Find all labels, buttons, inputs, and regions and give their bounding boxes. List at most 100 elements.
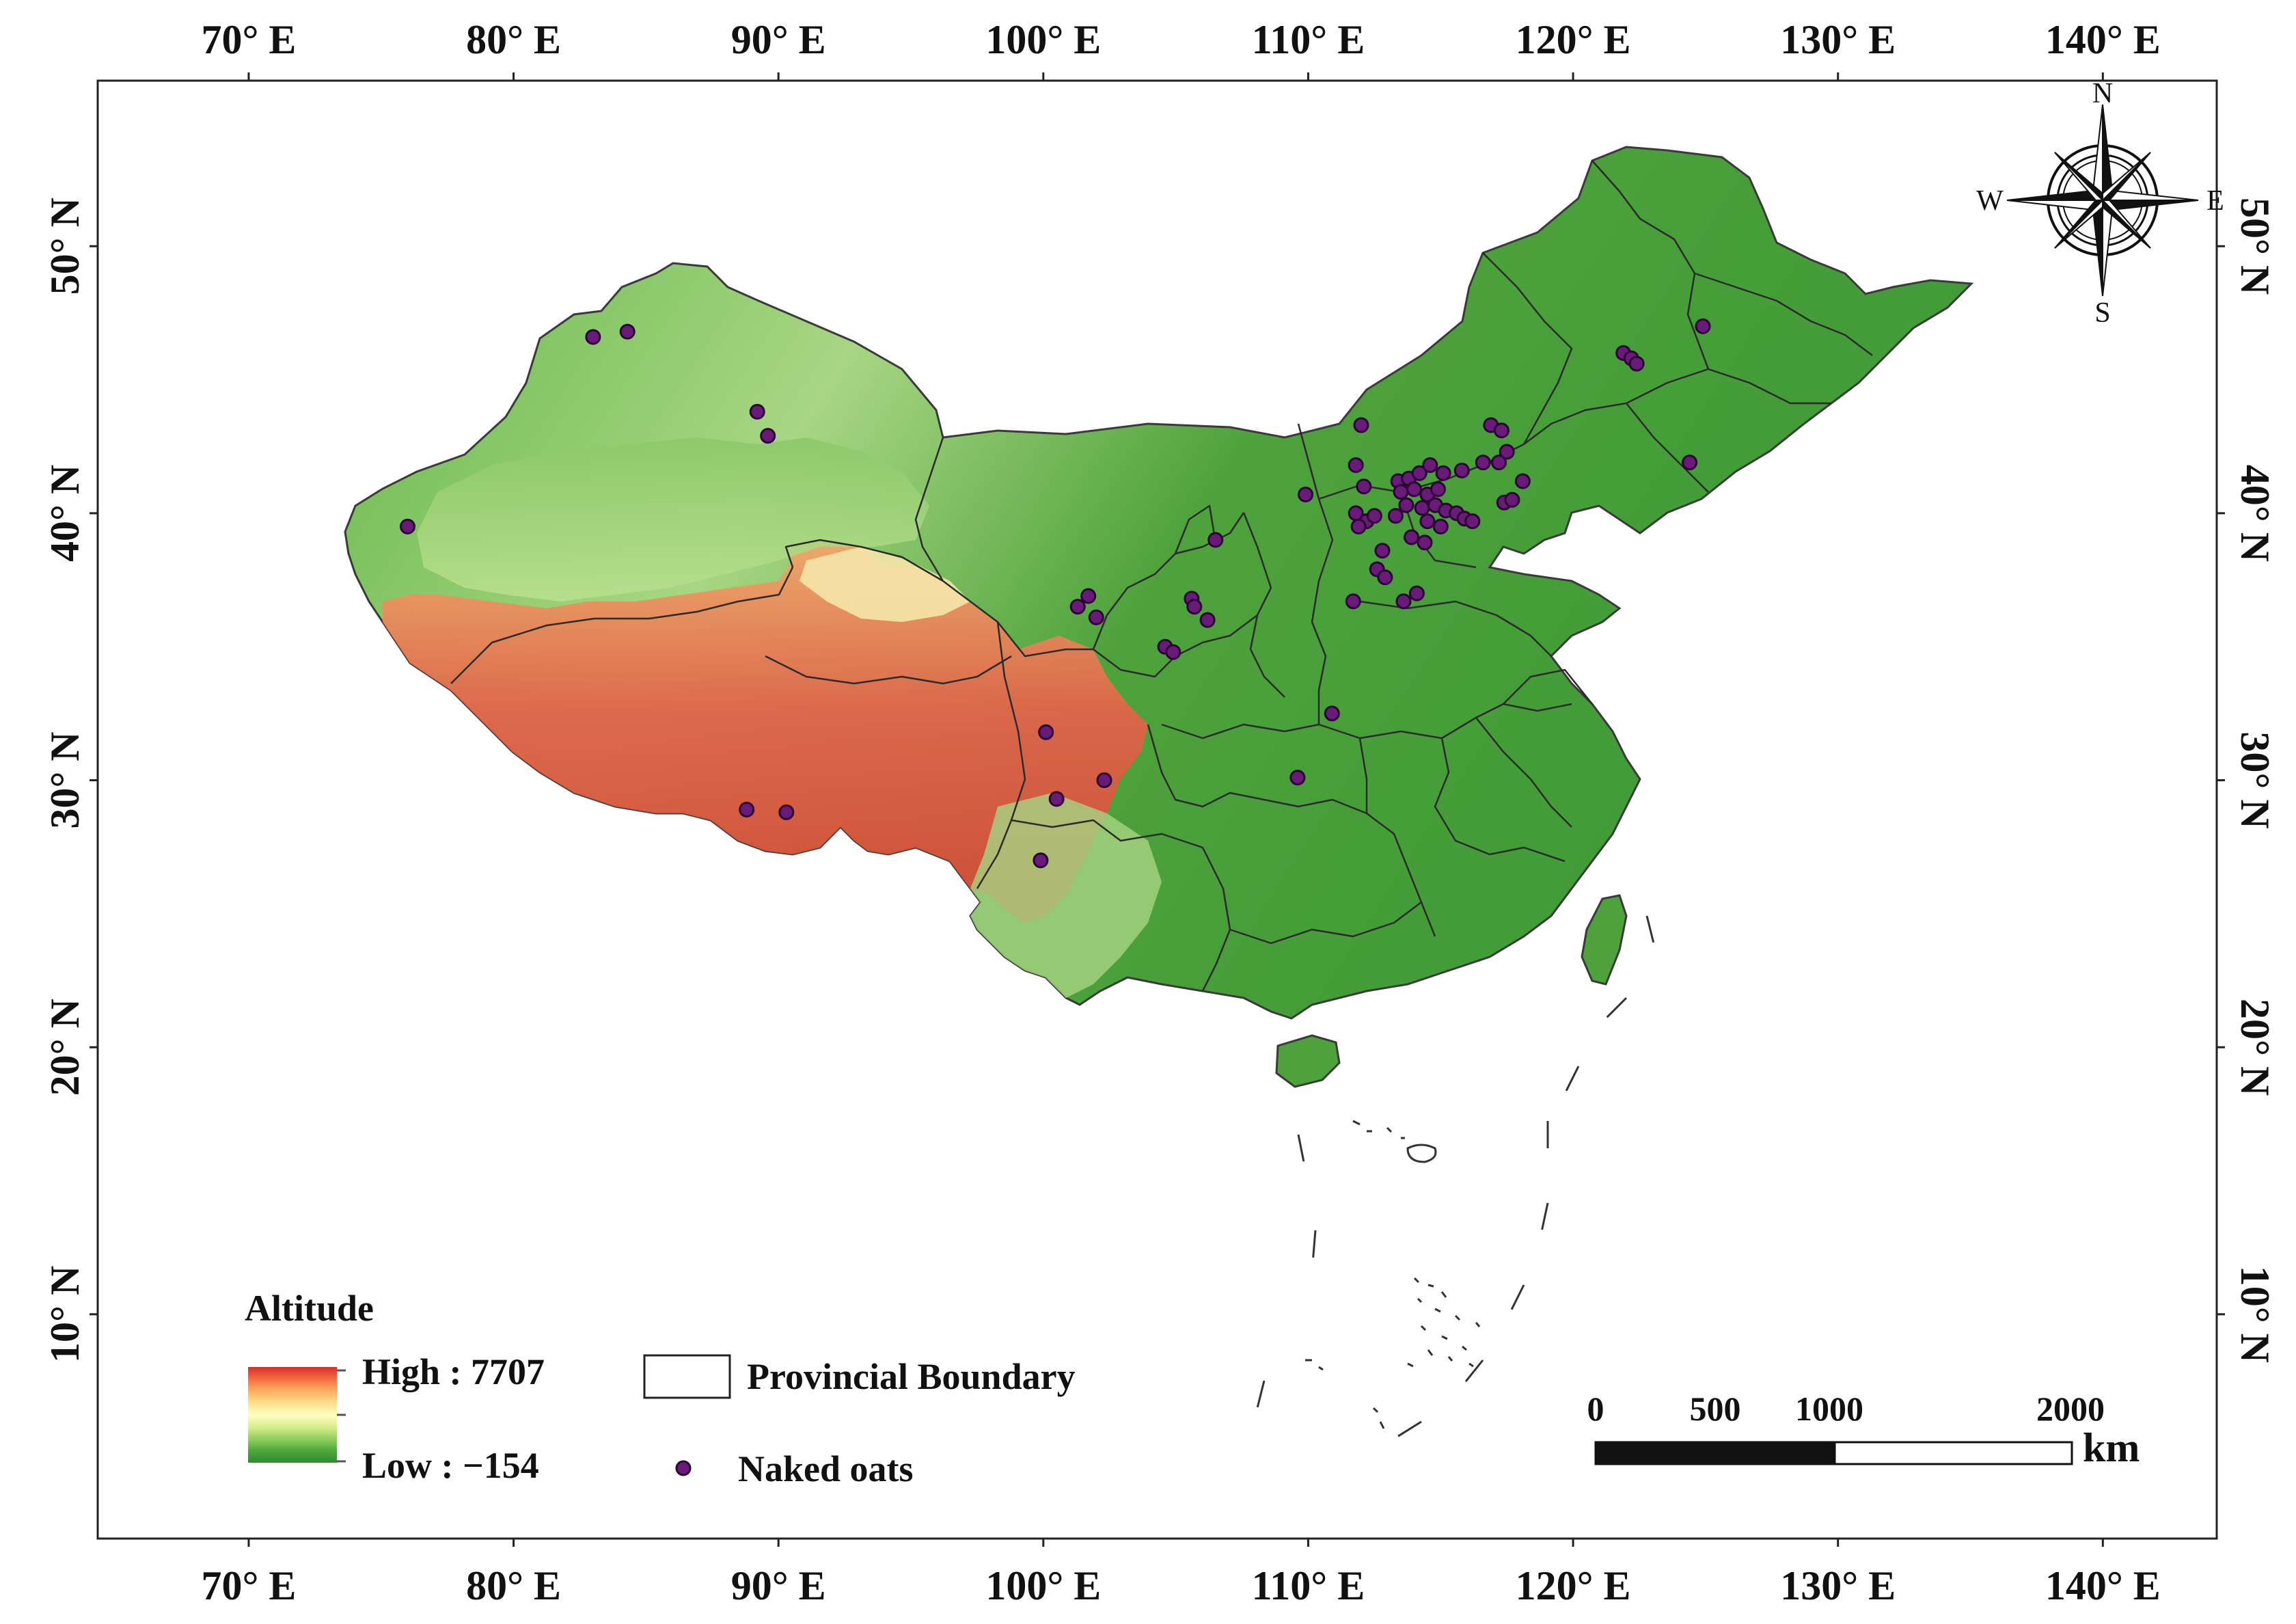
lat-label-left: 30° N <box>42 731 87 828</box>
naked-oats-point <box>1404 529 1420 545</box>
lat-label-right: 10° N <box>2232 1266 2278 1363</box>
naked-oats-point <box>1353 417 1369 433</box>
compass-rose: N S E W <box>1976 78 2224 329</box>
naked-oats-point <box>1422 457 1438 473</box>
naked-oats-point <box>778 804 795 820</box>
naked-oats-point <box>1207 532 1224 548</box>
lat-label-right: 30° N <box>2232 731 2278 828</box>
naked-oats-point <box>1475 455 1491 471</box>
naked-oats-point <box>739 802 755 817</box>
naked-oats-point <box>760 428 776 444</box>
scale-bar-white-segment <box>1833 1441 2073 1465</box>
lon-label-top: 80° E <box>466 17 561 62</box>
naked-oats-point <box>1038 724 1054 740</box>
south-china-sea-islands <box>1256 915 1655 1457</box>
naked-oats-point <box>1366 508 1382 524</box>
lon-label-bottom: 110° E <box>1252 1563 1365 1608</box>
compass-n: N <box>2092 78 2113 109</box>
naked-oats-point <box>1430 481 1446 498</box>
naked-oats-point <box>1628 355 1645 372</box>
compass-w: W <box>1976 185 2004 217</box>
naked-oats-point <box>1374 543 1391 559</box>
point-swatch <box>675 1460 692 1476</box>
lon-label-bottom: 120° E <box>1516 1563 1631 1608</box>
china-landmass <box>344 146 1974 1457</box>
lat-label-left: 20° N <box>42 999 87 1096</box>
lat-label-left: 50° N <box>42 198 87 295</box>
lon-label-bottom: 80° E <box>466 1563 561 1608</box>
legend-boundary-label: Provincial Boundary <box>747 1356 1076 1397</box>
legend-title: Altitude <box>245 1288 374 1329</box>
naked-oats-point <box>1695 318 1711 334</box>
naked-oats-point <box>1356 478 1372 495</box>
lon-label-bottom: 70° E <box>201 1563 296 1608</box>
lat-label-right: 40° N <box>2232 465 2278 562</box>
naked-oats-point <box>1289 770 1306 786</box>
compass-star-icon <box>2006 104 2199 297</box>
naked-oats-point <box>619 323 636 340</box>
longitude-labels-top: 70° E 80° E 90° E 100° E 110° E 120° E 130° E 1… <box>201 17 2160 62</box>
lon-label-top: 100° E <box>985 17 1101 62</box>
scale-unit: km <box>2083 1425 2140 1470</box>
naked-oats-points <box>400 318 1711 869</box>
naked-oats-point <box>1491 455 1507 471</box>
naked-oats-point <box>1345 593 1361 610</box>
longitude-labels-bottom: 70° E 80° E 90° E 100° E 110° E 120° E 130° E 1… <box>201 1563 2160 1608</box>
scale-bar: 0 500 1000 2000 km <box>1587 1390 2140 1470</box>
naked-oats-point <box>1298 487 1314 502</box>
tarim-basin <box>417 437 929 601</box>
naked-oats-point <box>1377 569 1393 586</box>
naked-oats-point <box>1453 462 1470 478</box>
naked-oats-point <box>1186 599 1203 615</box>
naked-oats-point <box>1417 534 1433 551</box>
naked-oats-point <box>1414 500 1430 516</box>
latitude-labels-right: 10° N 20° N 30° N 40° N 50° N <box>2232 198 2278 1363</box>
lat-label-left: 10° N <box>42 1266 87 1363</box>
naked-oats-point <box>1088 609 1104 625</box>
naked-oats-point <box>1324 705 1340 722</box>
lon-label-bottom: 100° E <box>985 1563 1101 1608</box>
lon-label-top: 90° E <box>731 17 826 62</box>
legend-low-label: Low : −154 <box>362 1445 539 1486</box>
taiwan <box>1581 894 1628 986</box>
lon-label-top: 70° E <box>201 17 296 62</box>
legend: Altitude High : 7707 Low : −154 Provinci… <box>245 1288 1076 1489</box>
scale-label-1000: 1000 <box>1795 1390 1863 1428</box>
naked-oats-point <box>585 329 601 345</box>
naked-oats-point <box>1435 465 1451 481</box>
naked-oats-point <box>1350 518 1367 534</box>
legend-points-label: Naked oats <box>738 1448 914 1489</box>
naked-oats-point <box>1682 455 1698 471</box>
lat-label-left: 40° N <box>42 465 87 562</box>
lon-label-top: 130° E <box>1780 17 1896 62</box>
qaidam-basin <box>800 547 970 622</box>
latitude-labels-left: 10° N 20° N 30° N 40° N 50° N <box>42 198 87 1363</box>
compass-e: E <box>2206 185 2224 217</box>
scale-bar-black-segment <box>1594 1441 1836 1465</box>
naked-oats-point <box>1395 593 1412 610</box>
lon-label-bottom: 140° E <box>2045 1563 2161 1608</box>
naked-oats-point <box>1069 599 1086 615</box>
naked-oats-point <box>1348 457 1364 473</box>
naked-oats-point <box>1504 491 1520 508</box>
naked-oats-point <box>1096 772 1112 788</box>
graticule-ticks <box>90 72 2225 1547</box>
lon-label-bottom: 90° E <box>731 1563 826 1608</box>
naked-oats-point <box>1398 497 1414 513</box>
naked-oats-point <box>1080 588 1097 604</box>
naked-oats-point <box>1464 513 1481 530</box>
tibetan-plateau-region <box>383 540 1148 923</box>
provincial-boundaries <box>450 160 1873 992</box>
hainan <box>1275 1034 1341 1088</box>
altitude-color-ramp <box>248 1367 337 1463</box>
naked-oats-point <box>1493 422 1509 439</box>
lon-label-top: 120° E <box>1516 17 1631 62</box>
naked-oats-point <box>1199 612 1216 628</box>
naked-oats-point <box>1393 484 1409 500</box>
compass-s: S <box>2094 297 2110 329</box>
naked-oats-point <box>1406 481 1422 498</box>
lon-label-bottom: 130° E <box>1780 1563 1896 1608</box>
naked-oats-point <box>1048 791 1065 807</box>
naked-oats-point <box>1514 473 1531 489</box>
